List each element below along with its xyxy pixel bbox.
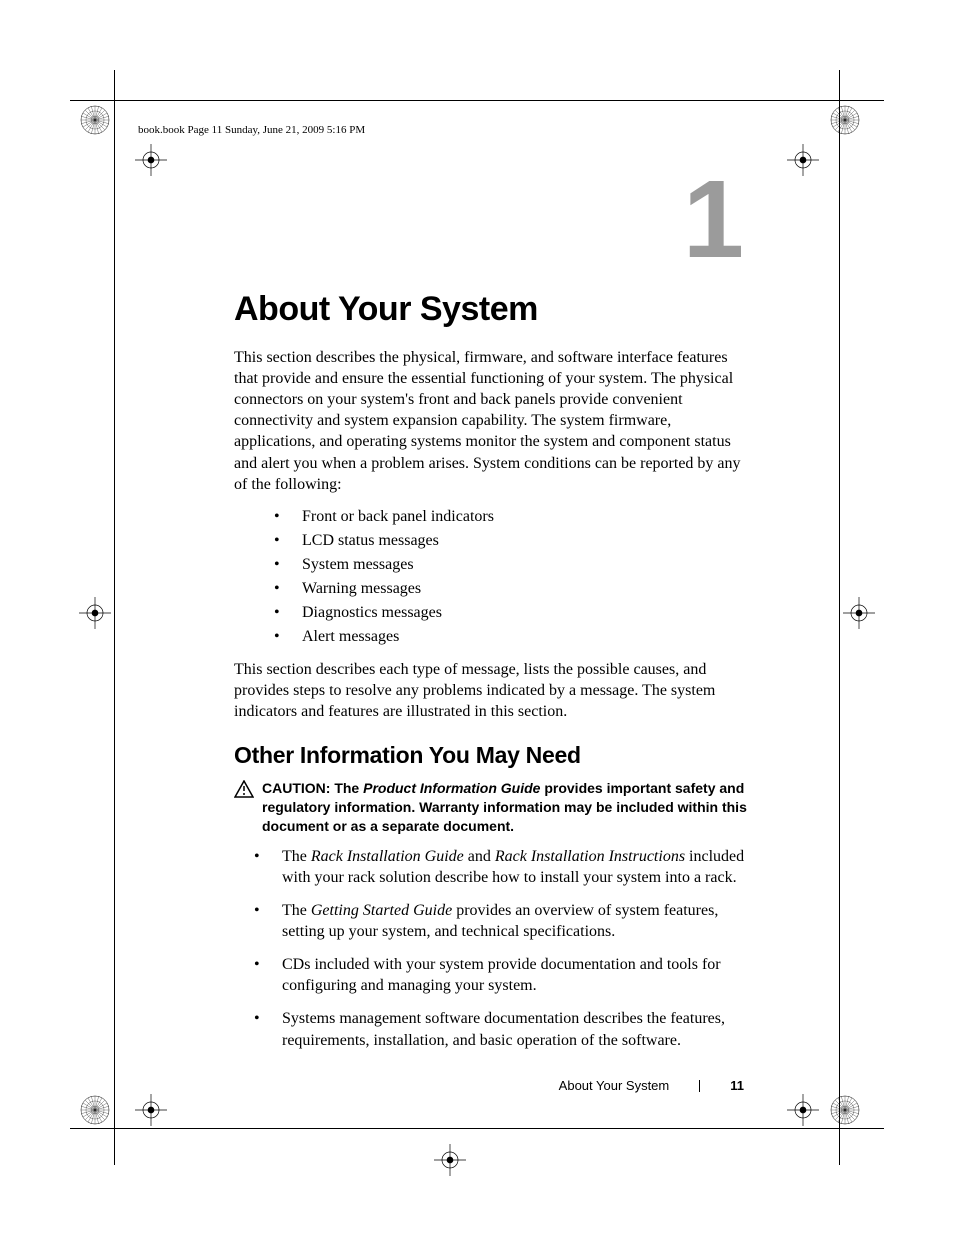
crop-rosette-icon: [829, 104, 861, 141]
list-item: Warning messages: [274, 577, 754, 601]
list-item: Front or back panel indicators: [274, 505, 754, 529]
list-item: Alert messages: [274, 625, 754, 649]
crop-target-icon: [843, 597, 875, 634]
doc-text: and: [464, 848, 495, 865]
caution-guide-name: Product Information Guide: [363, 780, 540, 796]
crop-rosette-icon: [829, 1094, 861, 1131]
list-item: LCD status messages: [274, 529, 754, 553]
crop-target-icon: [135, 1094, 167, 1131]
footer-title: About Your System: [559, 1078, 670, 1093]
page-number: 11: [730, 1078, 744, 1093]
caution-icon: [234, 780, 254, 803]
list-item: System messages: [274, 553, 754, 577]
page: book.book Page 11 Sunday, June 21, 2009 …: [0, 0, 954, 1235]
list-item: The Getting Started Guide provides an ov…: [254, 900, 754, 942]
page-footer: About Your System 11: [559, 1078, 744, 1093]
list-item: CDs included with your system provide do…: [254, 954, 754, 996]
crop-target-icon: [434, 1144, 466, 1181]
doc-title: Rack Installation Guide: [311, 848, 464, 865]
crop-vline-right: [839, 70, 840, 1165]
footer-rule: [70, 1128, 884, 1129]
doc-title: Getting Started Guide: [311, 902, 452, 919]
crop-target-icon: [787, 1094, 819, 1131]
section-heading: Other Information You May Need: [234, 742, 754, 769]
caution-text: CAUTION: The Product Information Guide p…: [262, 779, 754, 836]
doc-text: The: [282, 902, 311, 919]
intro-paragraph-2: This section describes each type of mess…: [234, 659, 754, 722]
doc-list: The Rack Installation Guide and Rack Ins…: [254, 846, 754, 1051]
footer-separator: [699, 1080, 700, 1092]
crop-target-icon: [787, 144, 819, 181]
doc-text: CDs included with your system provide do…: [282, 956, 721, 994]
running-head: book.book Page 11 Sunday, June 21, 2009 …: [138, 124, 365, 136]
header-rule: [70, 100, 884, 101]
indicator-list: Front or back panel indicators LCD statu…: [274, 505, 754, 649]
crop-rosette-icon: [79, 104, 111, 141]
chapter-title: About Your System: [234, 290, 754, 329]
doc-text: Systems management software documentatio…: [282, 1010, 725, 1048]
crop-target-icon: [135, 144, 167, 181]
caution-block: CAUTION: The Product Information Guide p…: [234, 779, 754, 836]
list-item: Systems management software documentatio…: [254, 1008, 754, 1050]
doc-text: The: [282, 848, 311, 865]
list-item: The Rack Installation Guide and Rack Ins…: [254, 846, 754, 888]
list-item: Diagnostics messages: [274, 601, 754, 625]
crop-vline-left: [114, 70, 115, 1165]
caution-pre: The: [334, 780, 363, 796]
crop-target-icon: [79, 597, 111, 634]
crop-rosette-icon: [79, 1094, 111, 1131]
doc-title: Rack Installation Instructions: [495, 848, 685, 865]
chapter-number: 1: [683, 165, 744, 275]
content-block: About Your System This section describes…: [234, 290, 754, 1063]
intro-paragraph: This section describes the physical, fir…: [234, 347, 754, 495]
caution-label: CAUTION:: [262, 780, 334, 796]
